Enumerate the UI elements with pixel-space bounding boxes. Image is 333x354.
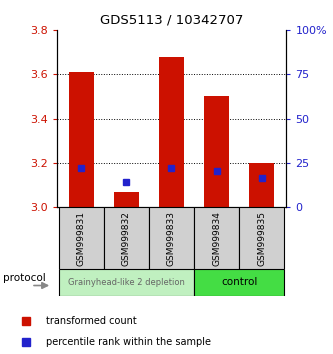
Bar: [59, 207, 104, 269]
Text: GSM999832: GSM999832: [122, 211, 131, 266]
Bar: [114, 192, 139, 207]
Title: GDS5113 / 10342707: GDS5113 / 10342707: [100, 13, 243, 26]
Text: GSM999835: GSM999835: [257, 211, 266, 266]
Bar: [239, 207, 284, 269]
Text: protocol: protocol: [3, 273, 46, 283]
Bar: [194, 269, 284, 296]
Bar: [204, 96, 229, 207]
Bar: [194, 207, 239, 269]
Bar: [149, 207, 194, 269]
Text: Grainyhead-like 2 depletion: Grainyhead-like 2 depletion: [68, 278, 185, 287]
Text: GSM999831: GSM999831: [77, 211, 86, 266]
Bar: [59, 269, 194, 296]
Bar: [69, 72, 94, 207]
Text: GSM999833: GSM999833: [167, 211, 176, 266]
Bar: [104, 207, 149, 269]
Text: percentile rank within the sample: percentile rank within the sample: [46, 337, 211, 348]
Text: GSM999834: GSM999834: [212, 211, 221, 266]
Bar: [249, 163, 274, 207]
Text: control: control: [221, 277, 257, 287]
Text: transformed count: transformed count: [46, 316, 137, 326]
Bar: [159, 57, 184, 207]
